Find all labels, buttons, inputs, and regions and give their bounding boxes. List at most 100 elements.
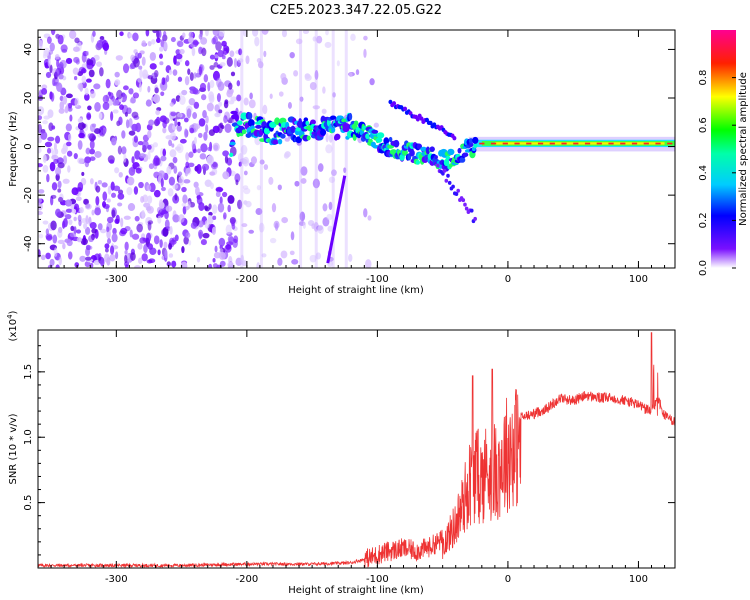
spectrogram-noise-cell (294, 180, 300, 187)
spectrogram-noise-cell (49, 161, 56, 172)
spectrogram-noise-cell (149, 52, 157, 61)
spectrogram-noise-cell (269, 93, 273, 99)
spectrogram-signal-cell (250, 125, 255, 130)
spectrogram-noise-cell (120, 227, 128, 235)
spectrogram-signal-cell (442, 168, 447, 173)
spectrogram-noise-cell (94, 151, 102, 158)
spectrogram-noise-cell (242, 156, 250, 167)
spectrogram-noise-cell (128, 167, 136, 176)
spectrogram-noise-cell (203, 74, 209, 83)
spectrogram-noise-cell (304, 73, 311, 79)
spectrogram-signal-cell (454, 192, 459, 197)
spectrogram-noise-cell (209, 54, 215, 60)
spectrogram-signal-cell (403, 106, 408, 112)
spectrogram-noise-cell (121, 130, 126, 139)
spectrogram-noise-cell (89, 123, 96, 132)
spectrogram-noise-cell (117, 192, 125, 200)
spectrogram-noise-cell (224, 155, 229, 164)
spectrogram-noise-cell (95, 185, 101, 193)
spectrogram-noise-cell (188, 36, 194, 44)
spectrogram-noise-cell (101, 40, 109, 50)
spectrogram-signal-cell (303, 117, 309, 122)
spectrogram-peak (608, 142, 614, 145)
spectrogram-y-tick-label: 40 (23, 43, 34, 56)
spectrogram-x-tick-label: -100 (366, 274, 389, 285)
spectrogram-noise-cell (155, 116, 161, 125)
spectrogram-noise-cell (65, 93, 73, 99)
spectrogram-noise-cell (177, 121, 181, 126)
spectrogram-noise-cell (147, 243, 154, 250)
spectrogram-noise-cell (94, 207, 101, 216)
spectrogram-noise-cell (218, 251, 226, 260)
spectrogram-signal-cell (425, 146, 431, 155)
spectrogram-noise-cell (325, 144, 333, 154)
spectrogram-noise-cell (169, 239, 177, 245)
spectrogram-noise-cell (162, 120, 167, 129)
spectrogram-noise-cell (169, 149, 177, 158)
snr-series (38, 332, 675, 568)
spectrogram-noise-cell (147, 130, 152, 139)
spectrogram-noise-cell (120, 217, 124, 228)
spectrogram-noise-cell (53, 76, 59, 86)
spectrogram-noise-cell (146, 259, 153, 264)
spectrogram-noise-cell (42, 165, 49, 173)
spectrogram-streak (344, 30, 348, 268)
spectrogram-noise-cell (183, 179, 191, 184)
spectrogram-noise-cell (219, 260, 226, 267)
spectrogram-signal-cell (392, 101, 397, 106)
spectrogram-noise-cell (188, 98, 196, 106)
spectrogram-noise-cell (151, 39, 156, 45)
spectrogram-noise-cell (90, 262, 94, 268)
spectrogram-noise-cell (321, 108, 327, 115)
spectrogram-noise-cell (212, 257, 216, 263)
snr-frame (37, 329, 676, 569)
spectrogram-noise-cell (268, 176, 274, 185)
spectrogram-noise-cell (252, 30, 259, 37)
spectrogram-noise-cell (74, 97, 80, 108)
spectrogram-noise-cell (79, 207, 84, 214)
spectrogram-noise-cell (44, 141, 53, 148)
spectrogram-noise-cell (199, 153, 207, 160)
spectrogram-noise-cell (171, 143, 175, 148)
spectrogram-noise-cell (85, 147, 91, 155)
spectrogram-noise-cell (141, 56, 146, 66)
spectrogram-signal-cell (473, 216, 477, 221)
spectrogram-noise-cell (222, 171, 230, 180)
spectrogram-noise-cell (204, 205, 209, 211)
spectrogram-noise-cell (328, 176, 336, 183)
colorbar: 0.0 0.2 0.4 0.6 0.8 Normalized spectral ampl… (698, 30, 749, 276)
spectrogram-noise-cell (181, 246, 185, 254)
spectrogram-noise-cell (88, 69, 95, 78)
spectrogram-noise-cell (224, 244, 232, 253)
spectrogram-noise-cell (369, 78, 375, 86)
spectrogram-noise-cell (365, 259, 372, 268)
spectrogram-noise-cell (132, 233, 140, 240)
spectrogram-noise-cell (314, 70, 319, 81)
spectrogram-noise-cell (57, 180, 62, 189)
spectrogram-noise-cell (248, 229, 255, 234)
spectrogram-noise-cell (57, 196, 64, 203)
spectrogram-noise-cell (233, 235, 239, 244)
spectrogram-noise-cell (218, 109, 223, 114)
spectrogram-noise-cell (153, 235, 160, 245)
colorbar-tick-label: 0.8 (698, 70, 709, 86)
spectrogram-noise-cell (188, 31, 194, 38)
spectrogram-noise-cell (259, 159, 265, 165)
spectrogram-noise-cell (181, 186, 187, 193)
spectrogram-noise-cell (155, 109, 160, 116)
spectrogram-signal-cell (236, 120, 243, 126)
spectrogram-noise-cell (116, 89, 123, 100)
spectrogram-noise-cell (117, 145, 122, 155)
spectrogram-noise-cell (312, 178, 320, 189)
spectrogram-signal-cell (451, 184, 455, 189)
spectrogram-noise-cell (59, 95, 64, 102)
spectrogram-noise-cell (91, 228, 97, 234)
spectrogram-noise-cell (111, 209, 116, 219)
spectrogram-noise-cell (348, 72, 353, 77)
spectrogram-noise-cell (185, 232, 191, 239)
spectrogram-noise-cell (226, 57, 233, 67)
spectrogram-noise-cell (174, 117, 178, 127)
spectrogram-noise-cell (168, 176, 176, 186)
spectrogram-noise-cell (178, 175, 185, 186)
